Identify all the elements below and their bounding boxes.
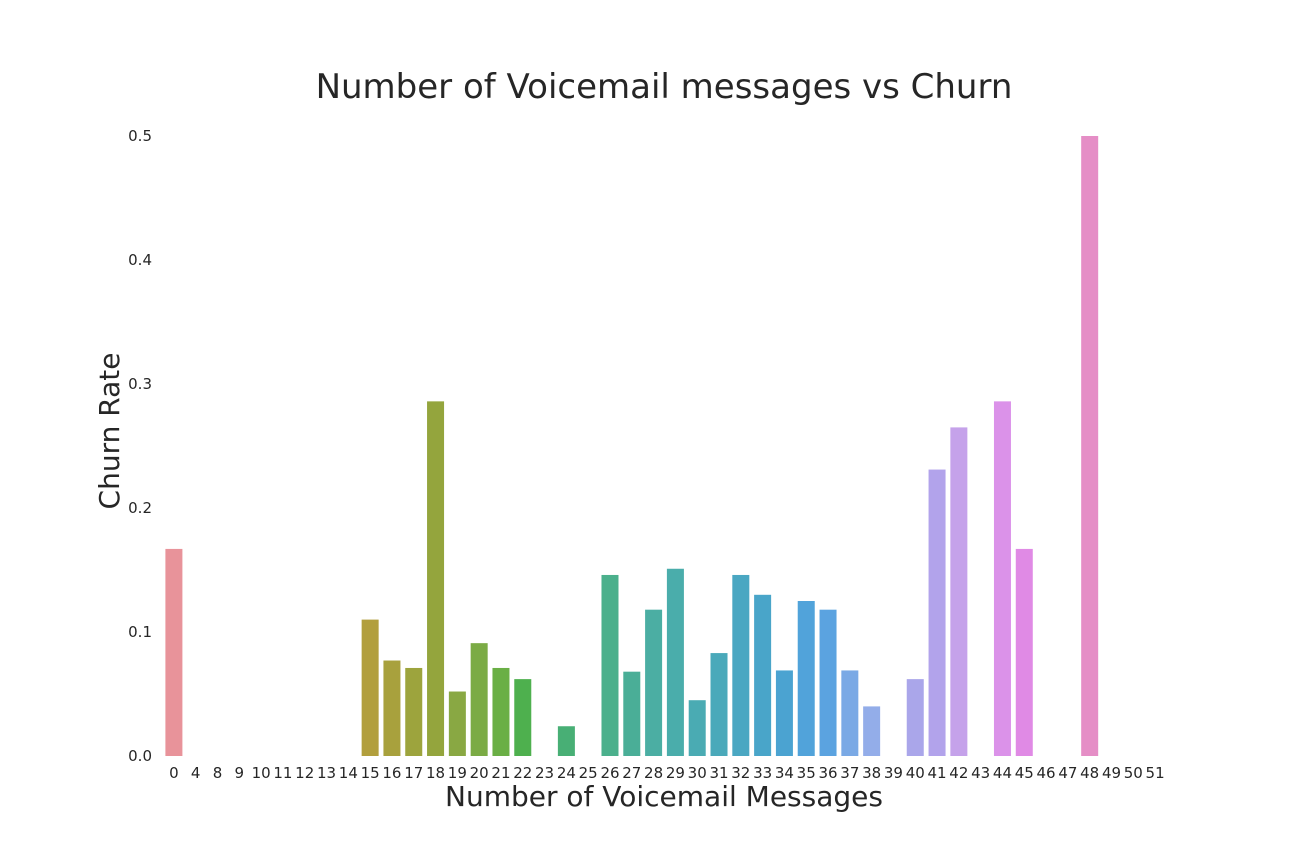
x-tick-label: 27 bbox=[622, 764, 641, 782]
x-tick-label: 4 bbox=[191, 764, 201, 782]
bar-18 bbox=[427, 401, 445, 756]
x-tick-label: 13 bbox=[317, 764, 336, 782]
y-axis-ticks: 0.0 0.1 0.2 0.3 0.4 0.5 bbox=[128, 127, 152, 765]
x-tick-label: 25 bbox=[579, 764, 598, 782]
bar-21 bbox=[492, 667, 510, 756]
x-tick-label: 20 bbox=[470, 764, 489, 782]
x-tick-label: 42 bbox=[949, 764, 968, 782]
bar-24 bbox=[557, 726, 575, 756]
bar-48 bbox=[1081, 136, 1099, 756]
x-tick-label: 10 bbox=[252, 764, 271, 782]
x-tick-label: 43 bbox=[971, 764, 990, 782]
x-tick-label: 41 bbox=[928, 764, 947, 782]
x-tick-label: 44 bbox=[993, 764, 1012, 782]
bar-36 bbox=[819, 609, 837, 756]
x-tick-label: 48 bbox=[1080, 764, 1099, 782]
y-tick-label: 0.2 bbox=[128, 499, 152, 517]
bar-37 bbox=[841, 670, 859, 756]
x-tick-label: 50 bbox=[1124, 764, 1143, 782]
y-tick-label: 0.5 bbox=[128, 127, 152, 145]
x-tick-label: 38 bbox=[862, 764, 881, 782]
bar-27 bbox=[623, 671, 641, 756]
x-axis-label: Number of Voicemail Messages bbox=[445, 780, 883, 813]
bar-38 bbox=[863, 706, 881, 756]
bar-30 bbox=[688, 700, 706, 756]
x-tick-label: 39 bbox=[884, 764, 903, 782]
y-tick-label: 0.0 bbox=[128, 747, 152, 765]
x-tick-label: 34 bbox=[775, 764, 794, 782]
bar-26 bbox=[601, 574, 619, 756]
x-tick-label: 30 bbox=[688, 764, 707, 782]
y-tick-label: 0.4 bbox=[128, 251, 152, 269]
x-tick-label: 9 bbox=[235, 764, 245, 782]
x-tick-label: 0 bbox=[169, 764, 179, 782]
x-tick-label: 36 bbox=[818, 764, 837, 782]
bar-45 bbox=[1015, 548, 1033, 756]
x-tick-label: 8 bbox=[213, 764, 223, 782]
bar-29 bbox=[666, 568, 684, 756]
bar-20 bbox=[470, 643, 488, 756]
x-tick-label: 11 bbox=[273, 764, 292, 782]
x-tick-label: 40 bbox=[906, 764, 925, 782]
x-tick-label: 28 bbox=[644, 764, 663, 782]
x-tick-label: 29 bbox=[666, 764, 685, 782]
x-tick-label: 31 bbox=[709, 764, 728, 782]
x-tick-label: 24 bbox=[557, 764, 576, 782]
x-tick-label: 23 bbox=[535, 764, 554, 782]
x-tick-label: 49 bbox=[1102, 764, 1121, 782]
bar-28 bbox=[645, 609, 663, 756]
y-tick-label: 0.1 bbox=[128, 623, 152, 641]
bar-35 bbox=[797, 601, 815, 756]
chart-title: Number of Voicemail messages vs Churn bbox=[316, 67, 1013, 107]
x-tick-label: 37 bbox=[840, 764, 859, 782]
x-tick-label: 46 bbox=[1037, 764, 1056, 782]
x-axis-ticks: 0 4 8 9 10 11 12 13 14 15 16 17 18 19 20 21 22 23 24 25 26 27… bbox=[169, 764, 1165, 782]
bar-31 bbox=[710, 653, 728, 756]
bar-19 bbox=[448, 691, 466, 756]
bar-0 bbox=[165, 548, 183, 756]
bar-44 bbox=[993, 401, 1011, 756]
bar-42 bbox=[950, 427, 968, 756]
x-tick-label: 35 bbox=[797, 764, 816, 782]
bar-41 bbox=[928, 469, 946, 756]
x-tick-label: 21 bbox=[491, 764, 510, 782]
bar-16 bbox=[383, 660, 401, 756]
x-tick-label: 12 bbox=[295, 764, 314, 782]
x-tick-label: 51 bbox=[1146, 764, 1165, 782]
x-tick-label: 45 bbox=[1015, 764, 1034, 782]
x-tick-label: 17 bbox=[404, 764, 423, 782]
x-tick-label: 33 bbox=[753, 764, 772, 782]
bar-32 bbox=[732, 574, 750, 756]
bar-22 bbox=[514, 679, 532, 756]
x-tick-label: 14 bbox=[339, 764, 358, 782]
bar-15 bbox=[361, 619, 379, 756]
x-tick-label: 22 bbox=[513, 764, 532, 782]
x-tick-label: 32 bbox=[731, 764, 750, 782]
x-tick-label: 19 bbox=[448, 764, 467, 782]
x-tick-label: 16 bbox=[382, 764, 401, 782]
x-tick-label: 18 bbox=[426, 764, 445, 782]
x-tick-label: 15 bbox=[361, 764, 380, 782]
x-tick-label: 47 bbox=[1058, 764, 1077, 782]
bar-33 bbox=[754, 594, 772, 756]
bar-17 bbox=[405, 667, 423, 756]
bar-40 bbox=[906, 679, 924, 756]
bar-34 bbox=[775, 670, 793, 756]
bars-group bbox=[165, 136, 1099, 756]
y-tick-label: 0.3 bbox=[128, 375, 152, 393]
x-tick-label: 26 bbox=[600, 764, 619, 782]
y-axis-label: Churn Rate bbox=[93, 353, 126, 510]
